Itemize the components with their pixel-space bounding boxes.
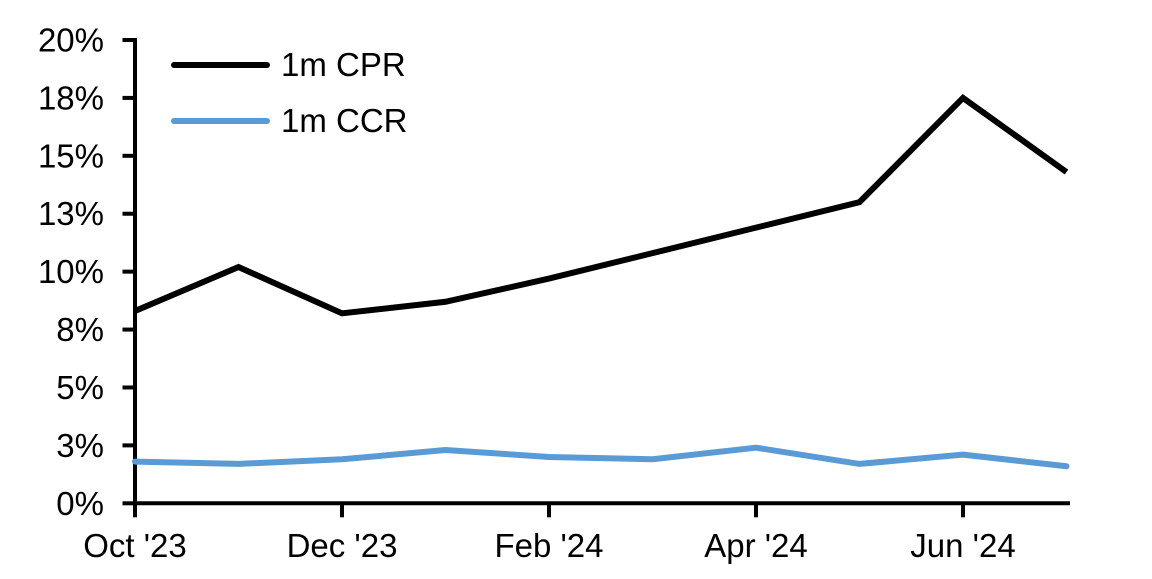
legend-swatch-1m-cpr (171, 62, 270, 68)
y-tick-label: 0% (56, 485, 104, 522)
y-tick-label: 15% (38, 137, 104, 174)
y-tick-label: 18% (38, 79, 104, 116)
y-tick-label: 5% (56, 369, 104, 406)
legend-swatch-1m-ccr (171, 118, 270, 124)
y-tick-label: 20% (38, 22, 104, 59)
x-tick-label: Apr '24 (704, 527, 808, 564)
x-tick-label: Jun '24 (910, 527, 1015, 564)
legend-label-1m-ccr: 1m CCR (281, 102, 408, 139)
legend-label-1m-cpr: 1m CPR (281, 46, 406, 83)
legend-item-1m-cpr: 1m CPR (171, 45, 406, 85)
y-tick-label: 13% (38, 195, 104, 232)
series-line-1m-ccr (132, 444, 1070, 470)
series-line-1m-cpr (133, 93, 1069, 317)
x-tick-label: Dec '23 (287, 527, 398, 564)
x-tick-label: Feb '24 (494, 527, 603, 564)
legend-item-1m-ccr: 1m CCR (171, 101, 408, 141)
y-tick-label: 3% (56, 427, 104, 464)
y-tick-label: 10% (38, 253, 104, 290)
x-tick-label: Oct '23 (83, 527, 187, 564)
y-tick-label: 8% (56, 311, 104, 348)
